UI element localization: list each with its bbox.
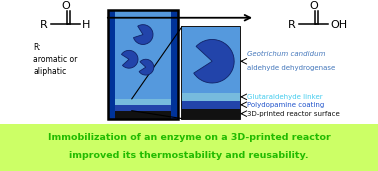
Bar: [182, 101, 240, 109]
Text: Immobilization of an enzyme on a 3D-printed reactor: Immobilization of an enzyme on a 3D-prin…: [48, 133, 330, 142]
Wedge shape: [133, 25, 153, 44]
Wedge shape: [194, 40, 234, 83]
Bar: [108, 10, 178, 119]
Text: R:
aromatic or
aliphatic: R: aromatic or aliphatic: [33, 43, 77, 76]
Bar: [115, 10, 171, 99]
Text: R: R: [288, 20, 296, 30]
Text: O: O: [310, 1, 318, 11]
Text: Geotrichum candidum: Geotrichum candidum: [247, 51, 325, 57]
Bar: [115, 111, 171, 119]
Bar: [182, 109, 240, 119]
Bar: [171, 10, 178, 119]
Bar: [182, 27, 240, 93]
Text: improved its thermostability and reusability.: improved its thermostability and reusabi…: [69, 151, 309, 160]
Text: Glutaraldehyde linker: Glutaraldehyde linker: [247, 94, 323, 100]
Wedge shape: [121, 50, 138, 68]
Bar: [115, 99, 171, 105]
Bar: [182, 27, 240, 119]
Text: aldehyde dehydrogenase: aldehyde dehydrogenase: [247, 65, 335, 71]
Text: Polydopamine coating: Polydopamine coating: [247, 102, 324, 108]
Bar: [115, 105, 171, 111]
Text: OH: OH: [330, 20, 347, 30]
Text: H: H: [82, 20, 90, 30]
Text: O: O: [62, 1, 70, 11]
Text: R: R: [40, 20, 48, 30]
Bar: [0, 123, 378, 171]
Bar: [182, 93, 240, 101]
Text: 3D-printed reactor surface: 3D-printed reactor surface: [247, 111, 340, 117]
Bar: [108, 10, 115, 119]
Wedge shape: [139, 59, 154, 75]
